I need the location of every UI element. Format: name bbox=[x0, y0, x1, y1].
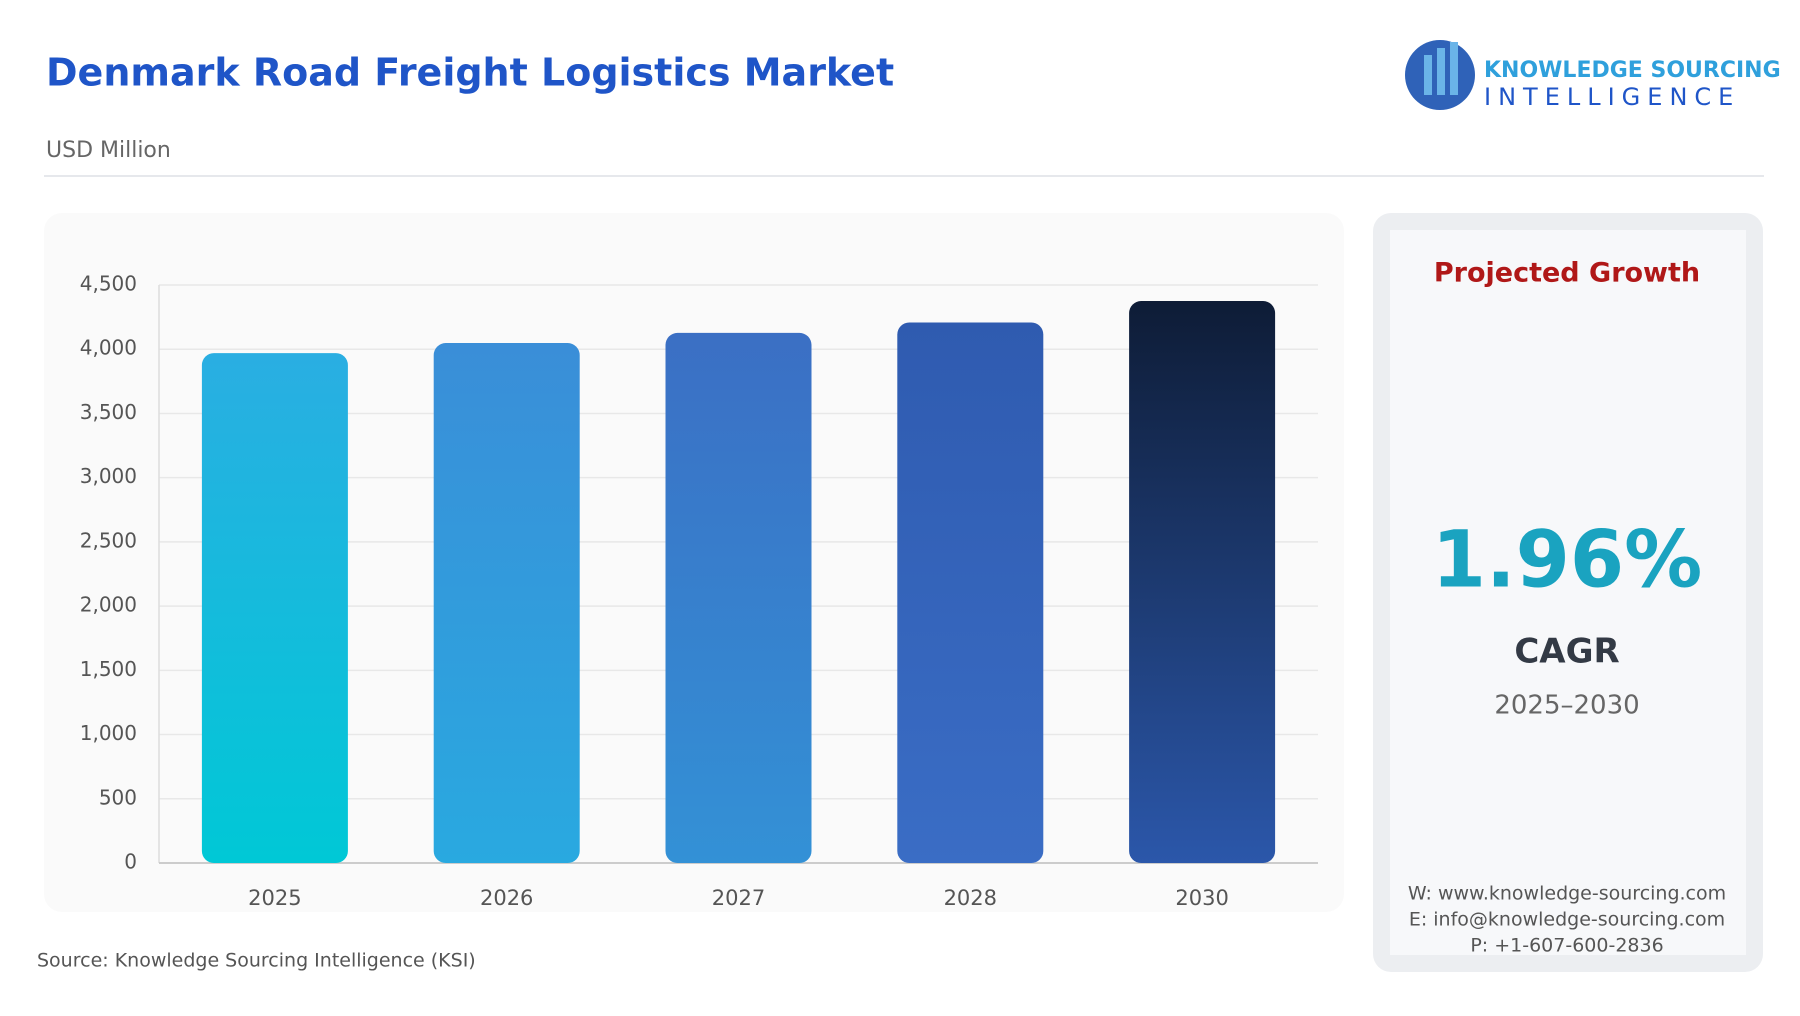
x-tick-label: 2025 bbox=[248, 886, 301, 910]
y-tick-label: 2,500 bbox=[80, 528, 137, 552]
bar bbox=[433, 343, 580, 863]
y-tick-label: 0 bbox=[124, 850, 137, 874]
logo-icon bbox=[1450, 42, 1458, 95]
logo-text: KNOWLEDGE SOURCING bbox=[1484, 58, 1781, 83]
growth-panel-inner bbox=[1390, 230, 1746, 955]
x-tick-label: 2026 bbox=[480, 886, 533, 910]
x-tick-label: 2028 bbox=[944, 886, 997, 910]
contact: P: +1-607-600-2836 bbox=[1470, 935, 1663, 957]
contact: E: info@knowledge-sourcing.com bbox=[1409, 909, 1725, 931]
logo: KNOWLEDGE SOURCING INTELLIGENCE bbox=[1405, 40, 1781, 111]
bar bbox=[897, 322, 1044, 864]
y-tick-label: 1,000 bbox=[80, 721, 137, 745]
bar bbox=[1129, 301, 1276, 863]
y-tick-label: 3,000 bbox=[80, 464, 137, 488]
cagr-period: 2025–2030 bbox=[1494, 691, 1639, 721]
x-tick-label: 2027 bbox=[712, 886, 765, 910]
logo-text: INTELLIGENCE bbox=[1484, 83, 1740, 111]
y-tick-label: 4,000 bbox=[80, 336, 137, 360]
y-tick-label: 500 bbox=[99, 785, 137, 809]
y-tick-label: 3,500 bbox=[80, 400, 137, 424]
cagr-value: 1.96% bbox=[1432, 515, 1703, 605]
y-tick-label: 1,500 bbox=[80, 657, 137, 681]
logo-icon bbox=[1437, 48, 1445, 95]
x-tick-label: 2030 bbox=[1175, 886, 1228, 910]
chart-subtitle: USD Million bbox=[46, 138, 171, 163]
logo-icon bbox=[1424, 55, 1432, 95]
y-tick-label: 2,000 bbox=[80, 593, 137, 617]
chart-title: Denmark Road Freight Logistics Market bbox=[46, 51, 894, 95]
bar bbox=[201, 353, 348, 863]
bar bbox=[665, 332, 812, 863]
cagr-label: CAGR bbox=[1514, 632, 1619, 672]
panel-heading: Projected Growth bbox=[1434, 258, 1700, 289]
contact: W: www.knowledge-sourcing.com bbox=[1408, 883, 1726, 905]
source: Source: Knowledge Sourcing Intelligence … bbox=[37, 950, 476, 972]
y-tick-label: 4,500 bbox=[80, 272, 137, 296]
